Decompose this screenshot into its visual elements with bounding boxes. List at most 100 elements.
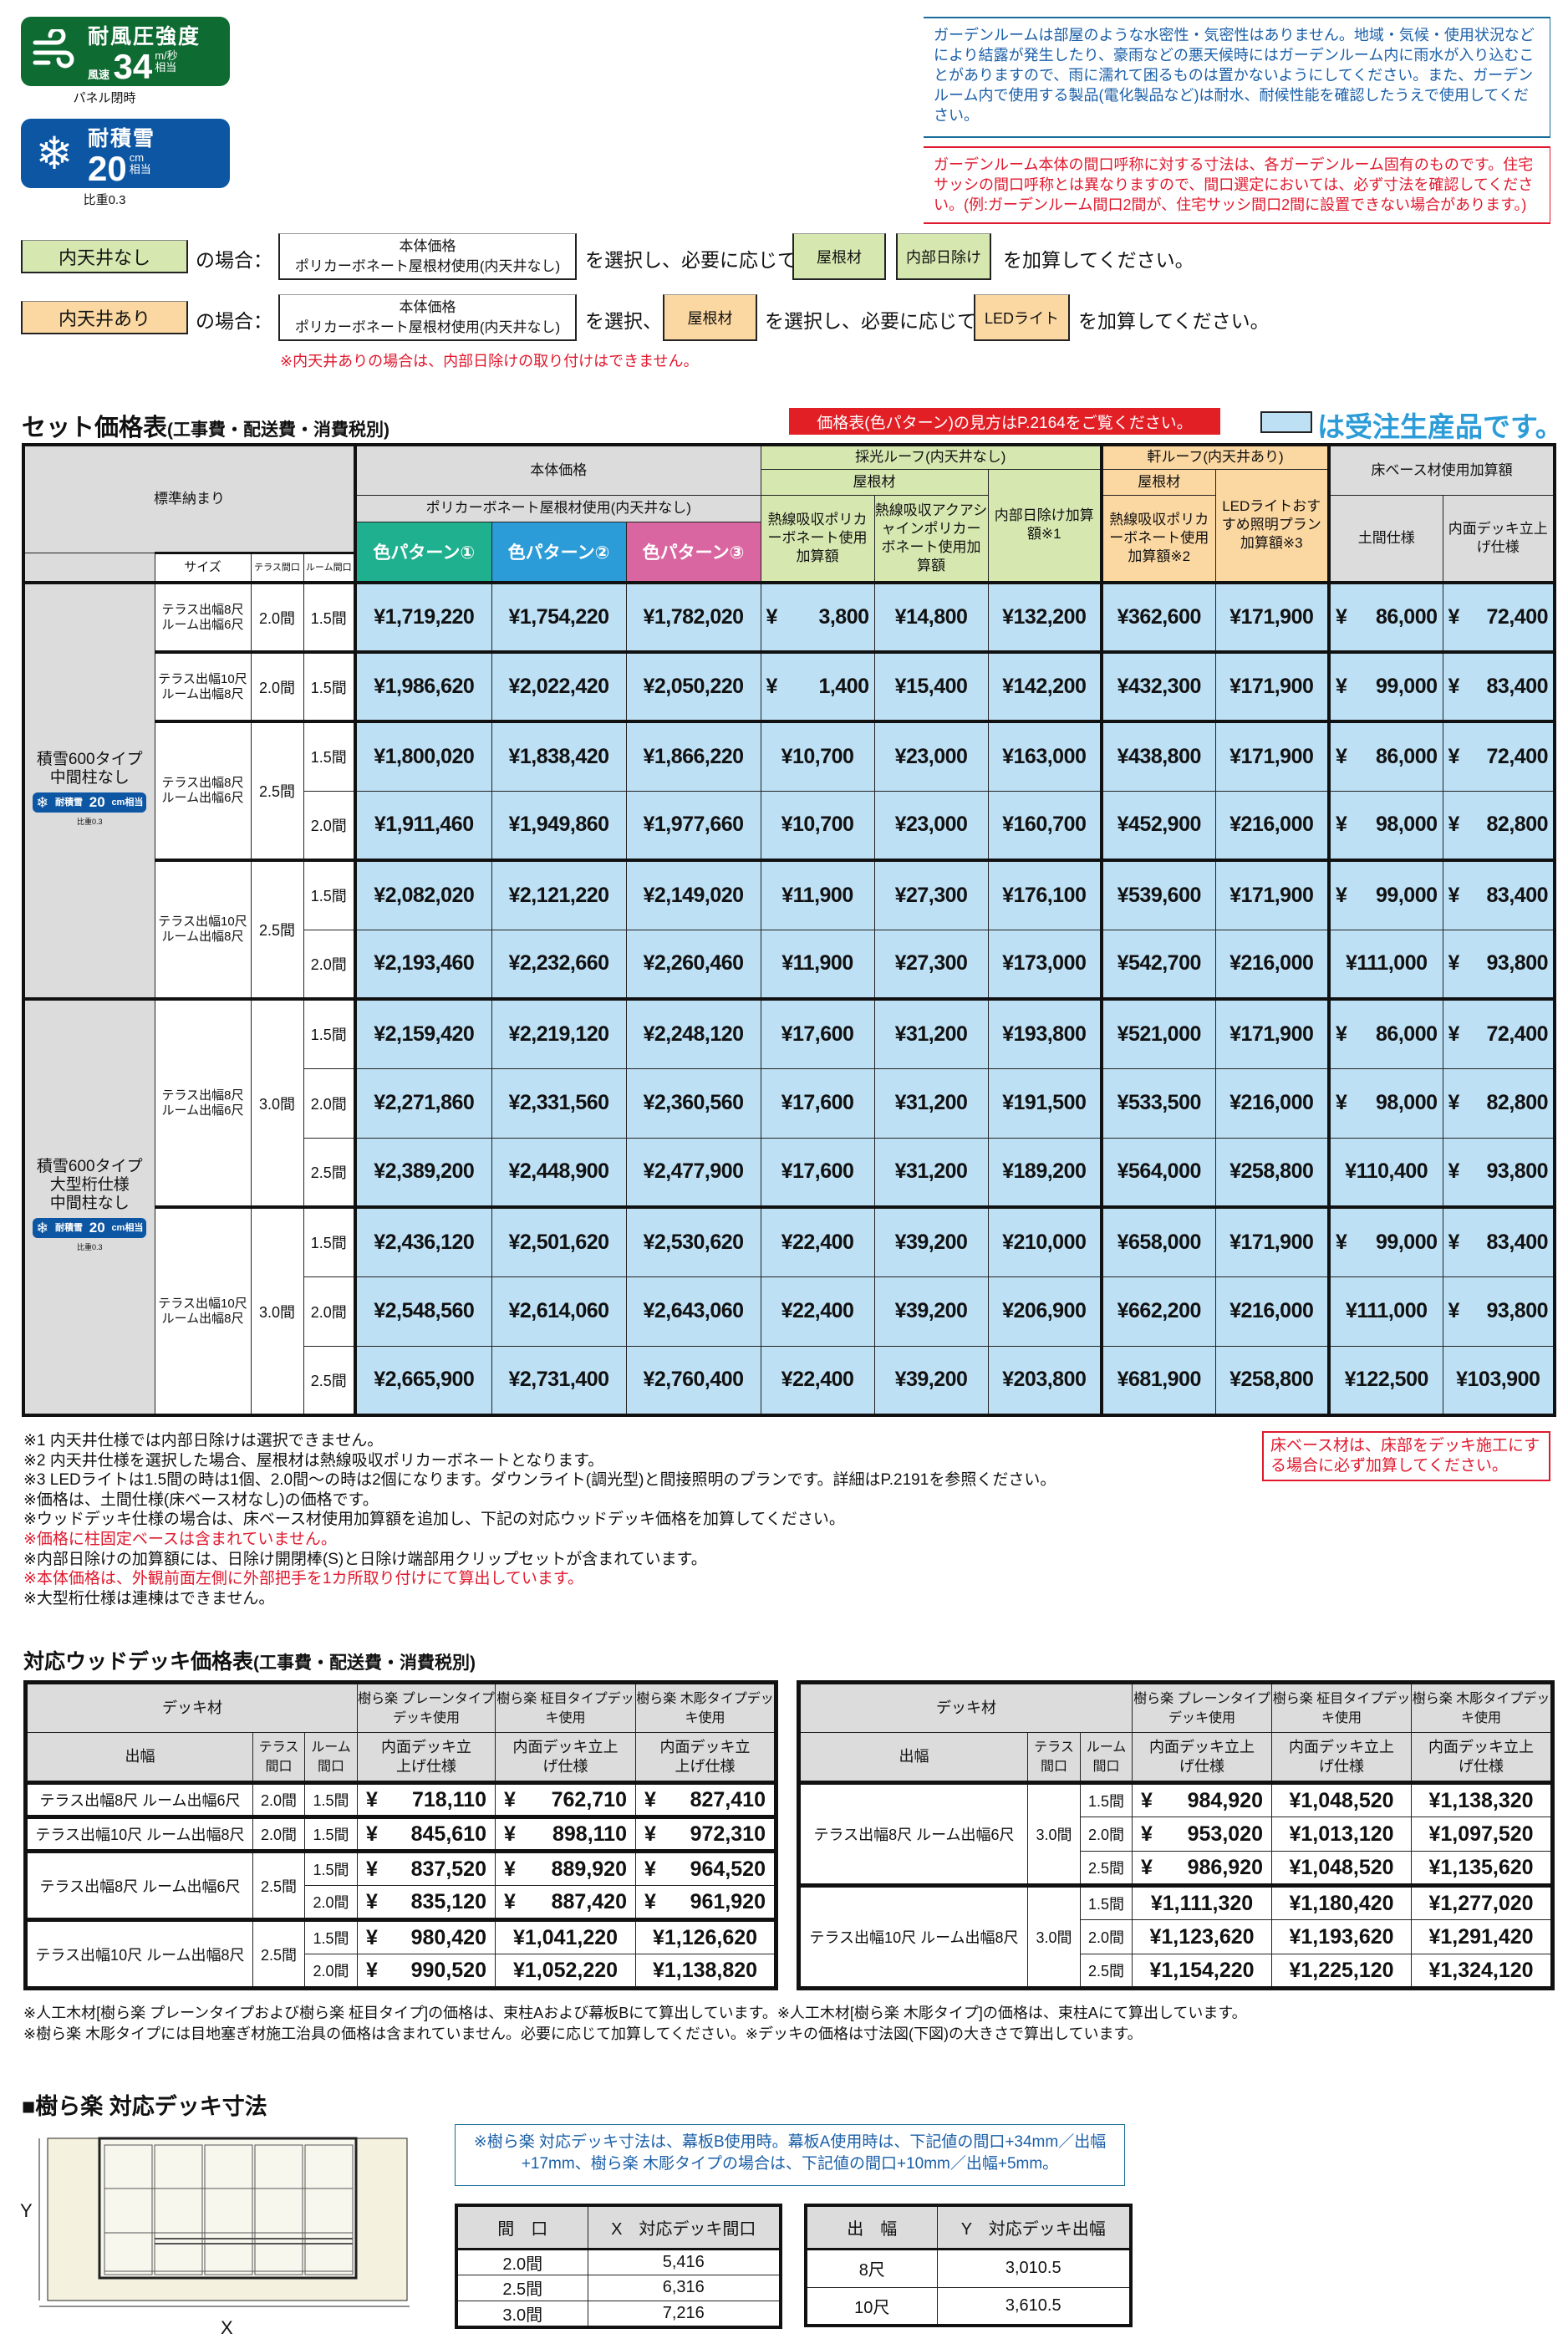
price-amount: 83,400 [1486,883,1549,907]
room-width-cell: 1.5間 [303,650,356,722]
price-cell: ¥98,000 [1327,1067,1443,1139]
price-amount: ¥111,000 [1345,951,1428,976]
price-amount: ¥2,477,900 [643,1159,744,1184]
price-cell: ¥173,000 [987,929,1102,1000]
price-cell: ¥2,501,620 [491,1205,627,1277]
terrace-cell: 2.5間 [252,1849,305,1920]
badge-title: 耐積雪 [88,126,156,150]
body-price-box: 本体価格 ポリカーボネート屋根材使用(内天井なし) [278,233,577,280]
price-cell: ¥27,300 [873,929,989,1000]
price-cell: ¥1,866,220 [625,720,761,792]
price-cell: ¥1,949,860 [491,790,627,861]
badge-unit-sub: 相当 [155,60,177,74]
price-amount: 72,400 [1486,744,1549,768]
price-amount: 837,520 [410,1857,486,1881]
deck-size-note: ※樹ら楽 対応デッキ寸法は、幕板B使用時。幕板A使用時は、下記値の間口+34mm… [455,2124,1125,2186]
header-width: 出幅 [798,1732,1028,1783]
price-cell: ¥14,800 [873,581,989,653]
header-led-plan: LEDライトおすすめ照明プラン加算額※3 [1214,468,1330,583]
yen-sign: ¥ [644,1857,656,1881]
price-amount: 93,800 [1486,1299,1549,1322]
terrace-cell: 2.0間 [252,1815,305,1852]
price-amount: 953,020 [1187,1822,1263,1846]
header-spec: 内面デッキ立上げ仕様 [1411,1732,1553,1783]
price-amount: ¥210,000 [1002,1230,1087,1254]
instruction-end: を加算してください。 [1078,310,1270,332]
price-amount: 99,000 [1376,1230,1438,1254]
price-amount: ¥2,271,860 [374,1091,475,1114]
price-cell: ¥2,548,560 [354,1276,492,1347]
deck-price-cell: ¥718,110 [357,1781,496,1817]
ceiling-warning: ※内天井ありの場合は、内部日除けの取り付けはできません。 [280,353,699,369]
price-amount: ¥23,000 [894,813,968,837]
wind-resistance-badge: 耐風圧強度 風速 34 m/秒 相当 [21,17,230,86]
price-cell: ¥160,700 [987,790,1102,861]
price-amount: ¥2,248,120 [643,1022,744,1046]
price-amount: 889,920 [551,1857,627,1881]
price-amount: 99,000 [1376,675,1438,698]
price-amount: ¥1,193,620 [1289,1924,1394,1949]
header-blank [23,553,155,583]
table-row: 2.0間 ¥2,193,460 ¥2,232,660 ¥2,260,460 ¥11,90… [23,929,1555,1000]
cell-x: 5,416 [587,2247,781,2275]
price-amount: ¥2,614,060 [508,1299,609,1322]
price-amount: ¥171,900 [1229,883,1314,907]
price-amount: 98,000 [1376,1091,1438,1114]
width-cell: テラス出幅10尺 ルーム出幅8尺 [25,1918,253,1989]
price-amount: ¥533,500 [1117,1091,1202,1114]
deck-price-cell: ¥1,126,620 [635,1918,776,1954]
yen-sign: ¥ [366,1787,378,1811]
price-cell: ¥111,000 [1327,929,1443,1000]
price-cell: ¥206,900 [987,1276,1102,1347]
room-cell: 2.0間 [304,1954,358,1989]
cell-depth: 8尺 [805,2247,938,2288]
price-amount: ¥2,219,120 [508,1022,609,1046]
table-row: 8尺 3,010.5 [805,2247,1132,2288]
room-width-cell: 2.0間 [303,929,356,1000]
price-sub: ポリカーボネート屋根材使用(内天井なし) [294,319,561,335]
price-cell: ¥2,271,860 [354,1067,492,1139]
price-cell: ¥72,400 [1442,581,1555,653]
price-cell: ¥216,000 [1214,929,1330,1000]
deck-note: ※人工木材[樹ら楽 プレーンタイプおよび樹ら楽 柾目タイプ]の価格は、束柱Aおよ… [23,2005,1247,2021]
size-cell: テラス出幅10尺 ルーム出幅8尺 [154,650,252,722]
price-amount: 964,520 [690,1857,766,1881]
badge-value: 20 [88,148,127,188]
room-width-cell: 1.5間 [303,859,356,930]
room-width-cell: 2.5間 [303,1345,356,1416]
header-deck-type: 樹ら楽 柾目タイプデッキ使用 [495,1682,636,1733]
header-floor-base: 床ベース材使用加算額 [1327,444,1555,496]
floor-base-note: 床ベース材は、床部をデッキ施工にする場合に必ず加算してください。 [1262,1431,1550,1481]
price-amount: ¥189,200 [1002,1159,1087,1184]
note-line: ※3 LEDライトは1.5間の時は1個、2.0間～の時は2個になります。ダウンラ… [23,1471,1056,1490]
price-amount: ¥1,013,120 [1289,1822,1394,1846]
header-eave-roof-material: 屋根材 [1100,468,1216,496]
table-row: 2.0間 ¥2,271,860 ¥2,331,560 ¥2,360,560 ¥17,60… [23,1067,1555,1139]
deck-price-cell: ¥898,110 [495,1815,636,1852]
price-amount: ¥1,111,320 [1150,1891,1254,1915]
size-label: ルーム出幅8尺 [161,686,244,701]
yen-sign: ¥ [1448,675,1460,698]
deck-price-cell: ¥762,710 [495,1781,636,1817]
price-cell: ¥2,149,020 [625,859,761,930]
color-pattern-link-banner[interactable]: 価格表(色パターン)の見方はP.2164をご覧ください。 [789,408,1220,435]
price-amount: 86,000 [1376,605,1438,629]
price-amount: ¥22,400 [781,1368,854,1392]
snow-load-badge: ❄ 耐積雪 20 cm相当 [33,1218,147,1238]
terrace-width-cell: 3.0間 [250,1205,304,1416]
badge-caption: 比重0.3 [76,818,103,826]
price-amount: 972,310 [690,1822,766,1846]
price-amount: ¥2,232,660 [508,951,609,976]
table-row: 2.5間 ¥2,665,900 ¥2,731,400 ¥2,760,400 ¥22,40… [23,1345,1555,1416]
deck-price-cell: ¥1,180,420 [1271,1883,1412,1920]
yen-sign: ¥ [1448,883,1460,907]
cell-depth: 10尺 [805,2286,938,2326]
deck-price-cell: ¥837,520 [357,1849,496,1886]
snowflake-icon: ❄ [35,129,74,179]
yen-sign: ¥ [1448,1159,1460,1184]
price-amount: ¥10,700 [781,744,854,768]
deck-price-cell: ¥1,048,520 [1271,1781,1412,1817]
width-cell: テラス出幅10尺 ルーム出幅8尺 [798,1883,1028,1989]
header-color-pattern-3: 色パターン③ [625,521,761,583]
price-amount: ¥2,121,220 [508,883,609,907]
